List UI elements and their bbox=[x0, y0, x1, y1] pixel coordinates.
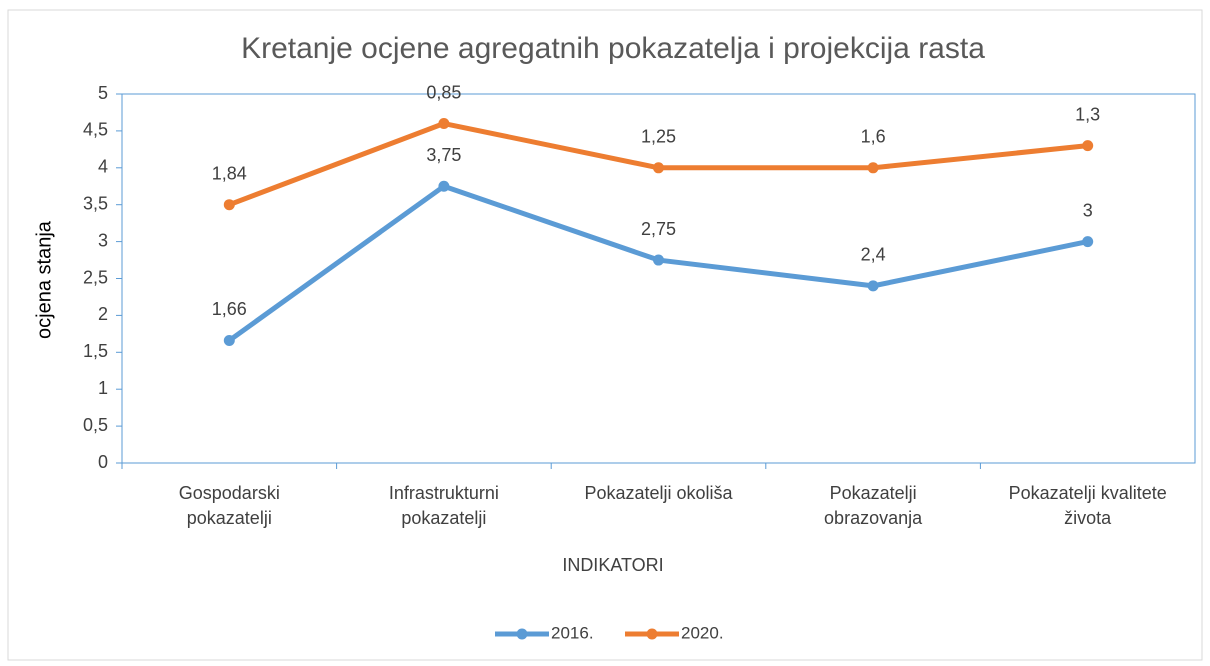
legend-label: 2020. bbox=[681, 623, 724, 642]
data-point bbox=[653, 254, 664, 266]
chart-title: Kretanje ocjene agregatnih pokazatelja i… bbox=[241, 32, 985, 65]
data-point bbox=[867, 162, 879, 174]
legend-marker bbox=[516, 628, 528, 640]
data-label: 0,85 bbox=[426, 82, 461, 102]
data-label: 3 bbox=[1083, 200, 1093, 220]
y-axis-title: ocjena stanja bbox=[33, 220, 55, 339]
data-label: 1,84 bbox=[212, 163, 247, 183]
x-tick-label: Gospodarski pokazatelji bbox=[178, 483, 280, 528]
legend-label: 2016. bbox=[551, 623, 594, 642]
x-tick-label: Pokazatelji okoliša bbox=[584, 483, 733, 503]
data-label: 2,75 bbox=[641, 219, 676, 239]
x-tick-label: Infrastrukturni pokazatelji bbox=[388, 483, 499, 528]
data-label: 1,6 bbox=[861, 127, 886, 147]
y-tick-label: 4,5 bbox=[83, 120, 108, 140]
y-tick-label: 2,5 bbox=[83, 267, 108, 287]
data-point bbox=[438, 180, 450, 192]
data-label: 2,4 bbox=[861, 245, 886, 265]
y-tick-label: 3 bbox=[98, 230, 108, 250]
x-tick-label: Pokazatelji obrazovanja bbox=[824, 483, 923, 528]
data-label: 1,66 bbox=[212, 299, 247, 319]
y-tick-label: 3,5 bbox=[83, 193, 108, 213]
data-point bbox=[1082, 140, 1094, 152]
data-label: 1,25 bbox=[641, 127, 676, 147]
data-point bbox=[1082, 236, 1094, 248]
y-tick-label: 0,5 bbox=[83, 415, 108, 435]
y-tick-label: 1,5 bbox=[83, 341, 108, 361]
y-tick-label: 4 bbox=[98, 157, 108, 177]
data-label: 1,3 bbox=[1075, 104, 1100, 124]
y-tick-label: 2 bbox=[98, 304, 108, 324]
y-tick-label: 0 bbox=[98, 452, 108, 472]
chart-border bbox=[7, 9, 1203, 661]
x-axis-title: INDIKATORI bbox=[562, 555, 663, 575]
data-point bbox=[653, 162, 664, 174]
legend-marker bbox=[646, 628, 658, 640]
data-label: 3,75 bbox=[426, 145, 461, 165]
data-point bbox=[867, 280, 879, 292]
data-point bbox=[438, 118, 450, 130]
data-point bbox=[223, 199, 235, 211]
y-tick-label: 1 bbox=[98, 378, 108, 398]
x-tick-label: Pokazatelji kvalitete života bbox=[1008, 483, 1167, 528]
data-point bbox=[223, 334, 235, 346]
y-tick-label: 5 bbox=[98, 83, 108, 103]
